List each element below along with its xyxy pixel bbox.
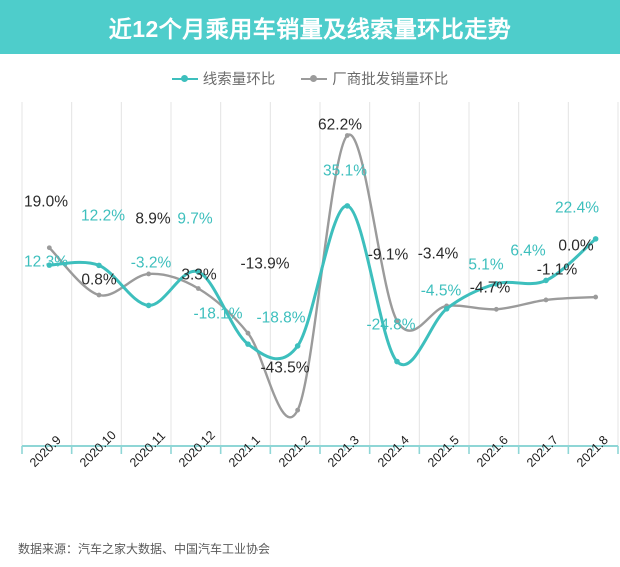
legend-item-series-0[interactable]: 线索量环比	[171, 68, 276, 89]
legend-marker-icon-series-0	[171, 73, 198, 85]
data-label-s0-2021.6: 5.1%	[468, 256, 504, 274]
chart-legend: 线索量环比 厂商批发销量环比	[0, 68, 620, 89]
chart-series-lines	[46, 133, 599, 419]
legend-label-series-0: 线索量环比	[202, 72, 276, 88]
data-source-note: 数据来源：汽车之家大数据、中国汽车工业协会	[18, 542, 271, 556]
legend-marker-icon-series-1	[301, 73, 328, 85]
data-label-s1-2020.12: 3.3%	[181, 266, 217, 284]
data-label-s0-2021.5: -4.5%	[420, 282, 462, 300]
data-label-s0-2021.8: 22.4%	[555, 199, 599, 217]
data-label-s0-2021.7: 6.4%	[510, 242, 546, 260]
data-label-s1-2020.10: 0.8%	[81, 271, 117, 289]
data-label-s1-2021.1: -13.9%	[240, 255, 290, 273]
data-label-s0-2020.12: 9.7%	[177, 210, 213, 228]
data-label-s1-2021.3: 62.2%	[318, 116, 362, 134]
data-label-s1-2021.8: 0.0%	[558, 237, 594, 255]
data-label-s0-2020.10: 12.2%	[81, 207, 125, 225]
data-label-s1-2021.4: -9.1%	[367, 246, 409, 264]
data-label-s0-2020.9: 12.3%	[24, 253, 68, 271]
data-label-s1-2020.9: 19.0%	[24, 193, 68, 211]
data-label-s0-2021.3: 35.1%	[323, 162, 367, 180]
data-label-s1-2021.2: -43.5%	[260, 359, 310, 377]
data-label-s0-2021.2: -18.8%	[256, 309, 306, 327]
data-label-s0-2021.4: -24.8%	[366, 316, 416, 334]
data-label-s1-2020.11: 8.9%	[135, 210, 171, 228]
chart-gridlines	[21, 102, 619, 446]
chart-header-bar: 近12个月乘用车销量及线索量环比走势	[0, 0, 620, 54]
data-label-s1-2021.6: -4.7%	[469, 279, 511, 297]
legend-item-series-1[interactable]: 厂商批发销量环比	[301, 68, 448, 89]
data-label-s1-2021.5: -3.4%	[417, 245, 459, 263]
data-label-s1-2021.7: -1.1%	[536, 261, 578, 279]
data-label-s0-2020.11: -3.2%	[130, 254, 172, 272]
data-label-s0-2021.1: -18.1%	[193, 305, 243, 323]
page-title: 近12个月乘用车销量及线索量环比走势	[108, 16, 512, 42]
chart-x-axis	[21, 445, 619, 454]
legend-label-series-1: 厂商批发销量环比	[332, 72, 449, 88]
